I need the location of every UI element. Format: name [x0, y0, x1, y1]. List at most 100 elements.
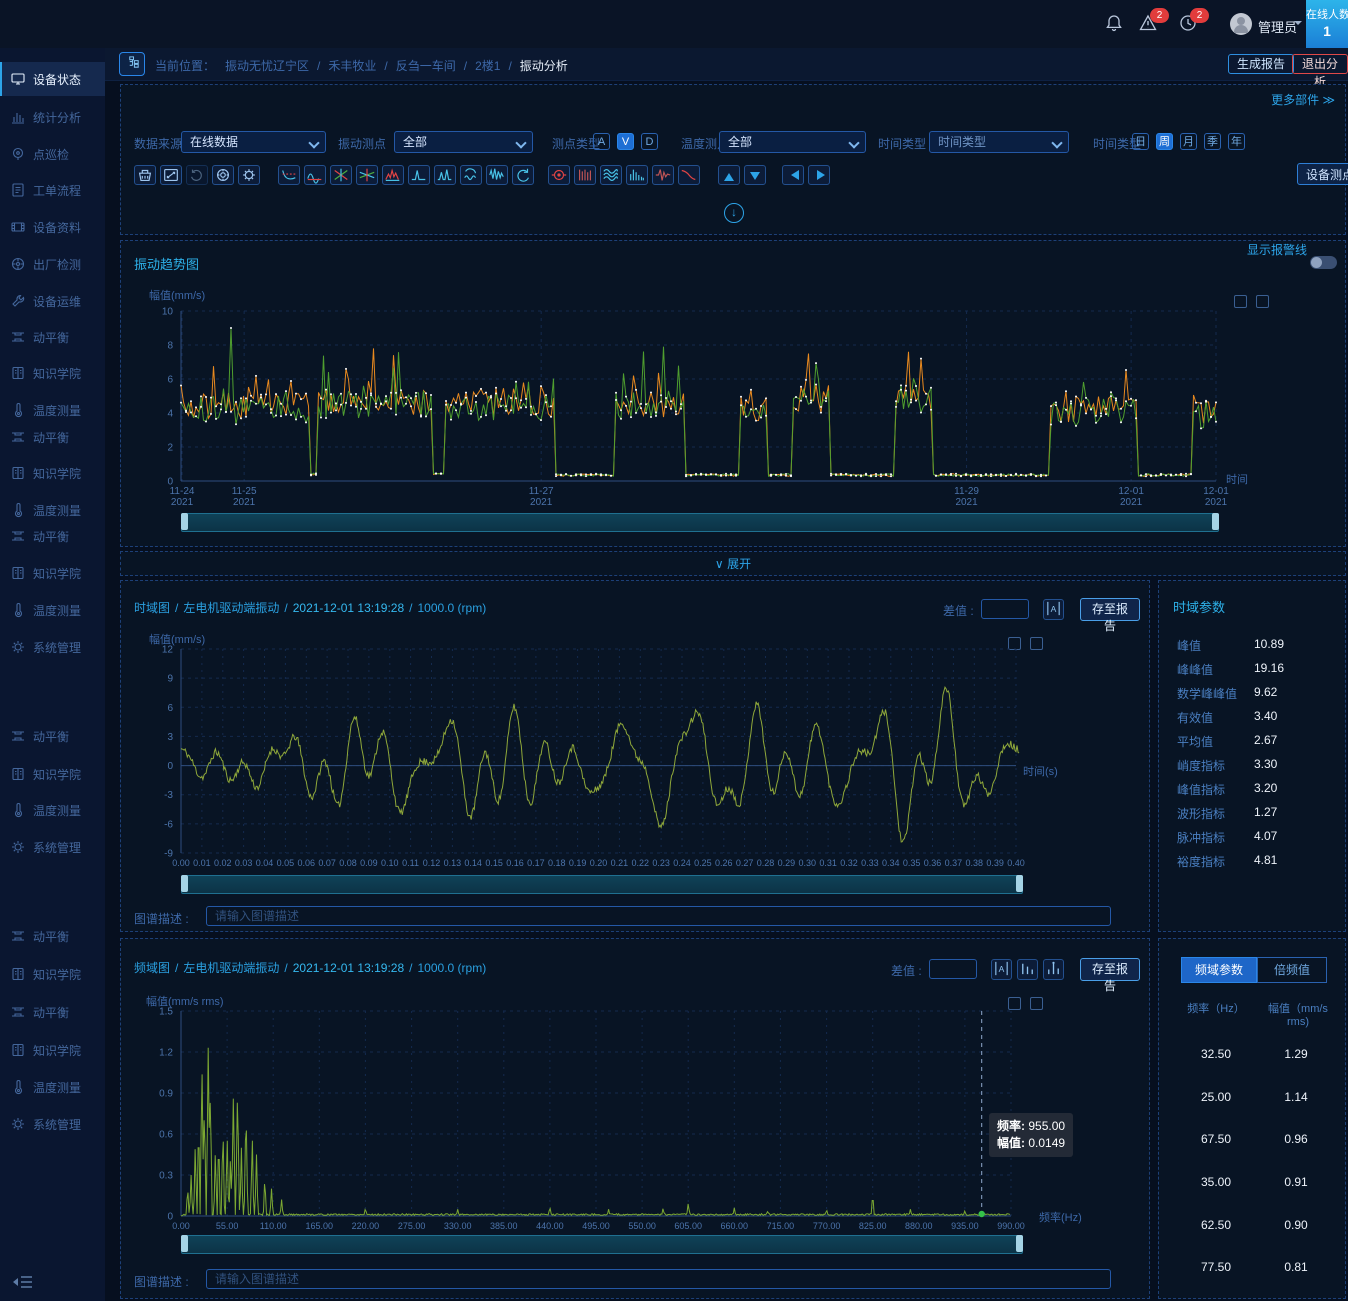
- sidebar-item-20[interactable]: 温度测量: [0, 793, 105, 827]
- sidebar-item-19[interactable]: 知识学院: [0, 757, 105, 791]
- breadcrumb-item[interactable]: 2楼1: [475, 59, 500, 73]
- sidebar-item-22[interactable]: 动平衡: [0, 919, 105, 953]
- avatar[interactable]: [1230, 13, 1252, 35]
- sidebar-item-27[interactable]: 系统管理: [0, 1107, 105, 1141]
- data-source-select[interactable]: 在线数据: [181, 131, 326, 153]
- up-icon[interactable]: [718, 165, 740, 185]
- device-points-button[interactable]: 设备测点: [1297, 163, 1348, 185]
- time-granularity-option-3[interactable]: 月: [1180, 133, 1197, 150]
- generate-report-button[interactable]: 生成报告: [1228, 54, 1294, 74]
- time-granularity-option-5[interactable]: 年: [1228, 133, 1245, 150]
- admin-user-label[interactable]: 管理员: [1258, 17, 1297, 36]
- sidebar-item-16[interactable]: 温度测量: [0, 593, 105, 627]
- envelope-icon[interactable]: [304, 165, 326, 185]
- axis-cross2-icon[interactable]: [356, 165, 378, 185]
- spectrum-desc-input[interactable]: [206, 906, 1111, 926]
- sidebar-item-1[interactable]: 设备状态: [0, 62, 105, 96]
- slider-handle-left[interactable]: [181, 1235, 188, 1252]
- sidebar-item-14[interactable]: 动平衡: [0, 519, 105, 553]
- breadcrumb-item[interactable]: 禾丰牧业: [328, 59, 376, 73]
- alarm-warning-icon[interactable]: 2: [1138, 13, 1158, 33]
- breadcrumb-item[interactable]: 振动分析: [520, 59, 568, 73]
- lissajous-icon[interactable]: [600, 165, 622, 185]
- slider-handle-right[interactable]: [1016, 875, 1023, 892]
- sidebar-item-9[interactable]: 知识学院: [0, 356, 105, 390]
- alarm-line-toggle[interactable]: [1310, 256, 1337, 269]
- undo-icon[interactable]: [512, 165, 534, 185]
- sidebar-item-3[interactable]: 点巡检: [0, 137, 105, 171]
- exit-analysis-button[interactable]: 退出分析: [1292, 54, 1348, 74]
- basket-icon[interactable]: [134, 165, 156, 185]
- single-peak-icon[interactable]: [408, 165, 430, 185]
- sidebar-item-2[interactable]: 统计分析: [0, 100, 105, 134]
- orbit-icon[interactable]: [548, 165, 570, 185]
- time-granularity-option-2[interactable]: 周: [1156, 133, 1173, 150]
- harmonics-cursor-icon[interactable]: [1017, 959, 1038, 980]
- sidebar-collapse-icon[interactable]: [12, 1273, 34, 1291]
- temp-point-select[interactable]: 全部: [719, 131, 866, 153]
- next-icon[interactable]: [808, 165, 830, 185]
- sidebar-item-11[interactable]: 动平衡: [0, 420, 105, 454]
- sidebar-item-18[interactable]: 动平衡: [0, 719, 105, 753]
- waveform-icon[interactable]: [486, 165, 508, 185]
- breadcrumb-item[interactable]: 反刍一车间: [396, 59, 456, 73]
- sidebar-item-6[interactable]: 出厂检测: [0, 247, 105, 281]
- sidebar-item-21[interactable]: 系统管理: [0, 830, 105, 864]
- sidebar-item-5[interactable]: 设备资料: [0, 210, 105, 244]
- time-granularity-option-4[interactable]: 季: [1204, 133, 1221, 150]
- spectrum-desc-input[interactable]: [206, 1269, 1111, 1289]
- point-type-option-3[interactable]: D: [641, 133, 658, 150]
- breadcrumb-item[interactable]: 振动无忧辽宁区: [225, 59, 309, 73]
- peak-red-icon[interactable]: [382, 165, 404, 185]
- history-clock-icon[interactable]: 2: [1178, 13, 1198, 33]
- diff-input[interactable]: [981, 599, 1029, 619]
- expand-bar[interactable]: ∨ 展开: [120, 551, 1346, 576]
- point-type-option-2[interactable]: V: [617, 133, 634, 150]
- trend-red-icon[interactable]: [678, 165, 700, 185]
- diff-input[interactable]: [929, 959, 977, 979]
- sidebar-item-7[interactable]: 设备运维: [0, 284, 105, 318]
- trend-chart[interactable]: 024681011-24202111-25202111-27202111-292…: [121, 297, 1347, 509]
- vibration-point-select[interactable]: 全部: [394, 131, 533, 153]
- save-to-report-button[interactable]: 存至报告: [1080, 958, 1140, 981]
- zoom-fit-icon[interactable]: [160, 165, 182, 185]
- prev-icon[interactable]: [782, 165, 804, 185]
- sidebar-item-12[interactable]: 知识学院: [0, 456, 105, 490]
- time-type-select[interactable]: 时间类型: [929, 131, 1069, 153]
- more-widgets-link[interactable]: 更多部件 ≫: [1271, 91, 1335, 108]
- cursor-a-icon[interactable]: A: [1043, 599, 1064, 620]
- slider-handle-right[interactable]: [1016, 1235, 1023, 1252]
- sidebar-item-23[interactable]: 知识学院: [0, 957, 105, 991]
- bell-icon[interactable]: [1104, 13, 1124, 33]
- bode-icon[interactable]: [278, 165, 300, 185]
- sideband-cursor-icon[interactable]: [1043, 959, 1064, 980]
- point-type-option-1[interactable]: A: [593, 133, 610, 150]
- double-peak-icon[interactable]: [434, 165, 456, 185]
- impulse-icon[interactable]: [652, 165, 674, 185]
- time-domain-chart[interactable]: -9-6-30369120.000.010.020.030.040.050.06…: [121, 639, 1151, 877]
- sidebar-item-15[interactable]: 知识学院: [0, 556, 105, 590]
- slider-handle-right[interactable]: [1212, 513, 1219, 530]
- axis-cross-icon[interactable]: [330, 165, 352, 185]
- collapse-filter-icon[interactable]: ↓: [724, 203, 744, 223]
- slider-handle-left[interactable]: [181, 513, 188, 530]
- freq-range-slider[interactable]: [181, 1235, 1023, 1254]
- tab-freq-params[interactable]: 频域参数: [1181, 957, 1257, 983]
- sidebar-item-17[interactable]: 系统管理: [0, 630, 105, 664]
- tab-harmonics[interactable]: 倍频值: [1257, 957, 1327, 983]
- online-users-box[interactable]: 在线人数 1: [1306, 0, 1348, 48]
- down-icon[interactable]: [744, 165, 766, 185]
- cursor-a-icon[interactable]: A: [991, 959, 1012, 980]
- spectrum-bars-icon[interactable]: [626, 165, 648, 185]
- bearing-icon[interactable]: [212, 165, 234, 185]
- time-granularity-option-1[interactable]: 日: [1132, 133, 1149, 150]
- time-range-slider[interactable]: [181, 875, 1023, 894]
- device-tree-button[interactable]: [119, 52, 145, 76]
- slider-handle-left[interactable]: [181, 875, 188, 892]
- gear-icon[interactable]: [238, 165, 260, 185]
- trend-range-slider[interactable]: [181, 513, 1219, 532]
- save-to-report-button[interactable]: 存至报告: [1080, 598, 1140, 621]
- sidebar-item-24[interactable]: 动平衡: [0, 995, 105, 1029]
- cascade-icon[interactable]: [574, 165, 596, 185]
- sidebar-item-8[interactable]: 动平衡: [0, 320, 105, 354]
